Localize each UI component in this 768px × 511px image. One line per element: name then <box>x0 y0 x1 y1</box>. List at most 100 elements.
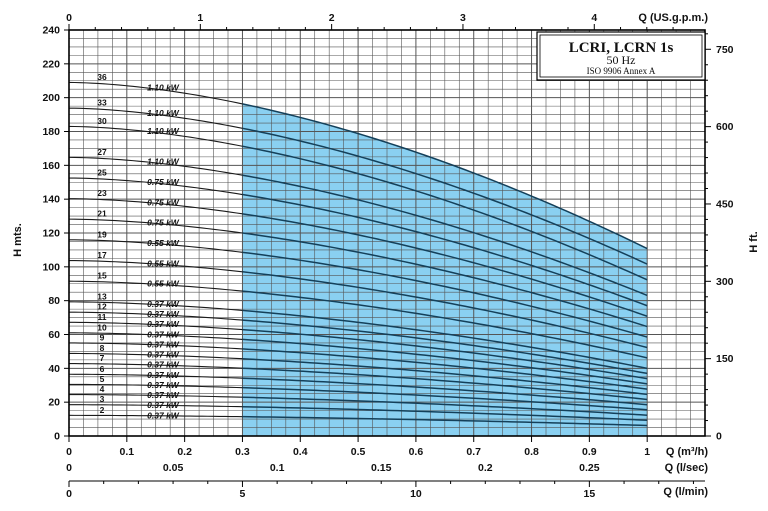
x-lmin-tick-label: 5 <box>240 488 246 500</box>
curve-15-stages <box>242 290 648 359</box>
curve-36-stages <box>242 103 648 250</box>
x-lsec-tick-label: 0.15 <box>371 462 392 474</box>
curve-stage-label: 23 <box>97 188 107 198</box>
x-tick-label: 0.4 <box>293 446 308 458</box>
curve-13-stages-lead <box>69 301 243 311</box>
x-lsec-tick-label: 0.2 <box>478 462 493 474</box>
curve-21-stages <box>242 232 648 328</box>
curve-power-label: 0.55 kW <box>147 238 180 248</box>
curve-power-label: 0.37 kW <box>147 370 180 380</box>
curve-power-label: 0.37 kW <box>147 360 180 370</box>
x-top-tick-label: 3 <box>460 12 466 24</box>
curve-9-stages <box>242 348 648 390</box>
curve-stage-label: 15 <box>97 271 107 281</box>
legend-frequency: 50 Hz <box>607 53 636 67</box>
curve-stage-label: 10 <box>97 322 107 332</box>
curve-power-label: 1.10 kW <box>147 126 180 136</box>
curve-2-stages-lead <box>69 414 243 418</box>
curve-power-label: 1.10 kW <box>147 83 180 93</box>
curve-power-label: 0.37 kW <box>147 319 180 329</box>
curve-label-group: 2 0.37 kW 3 0.37 kW 4 0.37 kW 5 0.37 kW 6 0.37 kW… <box>97 72 180 421</box>
curve-power-label: 0.37 kW <box>147 350 180 360</box>
curve-2-stages <box>242 415 648 427</box>
curve-3-stages <box>242 405 648 422</box>
curve-stage-label: 17 <box>97 250 107 260</box>
x-axis-bottom-title: Q (m³/h) <box>666 446 708 458</box>
y-tick-label: 20 <box>48 397 60 409</box>
curve-6-stages <box>242 377 648 406</box>
y-tick-label: 240 <box>42 25 60 37</box>
curve-27-stages-lead <box>69 156 243 176</box>
curve-power-label: 0.55 kW <box>147 258 180 268</box>
x-tick-label: 0.9 <box>582 446 597 458</box>
curve-30-stages-lead <box>69 125 243 147</box>
x-tick-label: 0.1 <box>120 446 135 458</box>
curve-12-stages <box>242 319 648 375</box>
curve-stage-label: 4 <box>100 384 105 394</box>
curve-power-label: 0.75 kW <box>147 217 180 227</box>
y-tick-label: 180 <box>42 126 60 138</box>
curve-8-stages-lead <box>69 352 243 360</box>
legend-box: LCRI, LCRN 1s 50 Hz ISO 9906 Annex A <box>536 31 706 81</box>
curve-27-stages <box>242 174 648 297</box>
legend-title: LCRI, LCRN 1s <box>569 40 674 56</box>
curve-power-label: 1.10 kW <box>147 108 180 118</box>
curve-stage-label: 12 <box>97 302 107 312</box>
x-tick-label: 0.6 <box>409 446 424 458</box>
curve-power-label: 0.37 kW <box>147 329 180 339</box>
curve-power-label: 0.37 kW <box>147 339 180 349</box>
curve-stage-label: 8 <box>100 343 105 353</box>
curve-8-stages <box>242 357 648 396</box>
y-tick-label: 200 <box>42 92 60 104</box>
curve-stage-label: 5 <box>100 374 105 384</box>
curve-power-label: 0.37 kW <box>147 299 180 309</box>
x-lmin-tick-label: 15 <box>584 488 596 500</box>
x-top-tick-label: 4 <box>591 12 597 24</box>
curve-13-stages <box>242 309 648 370</box>
curve-stage-label: 9 <box>100 332 105 342</box>
curve-stage-label: 36 <box>97 72 107 82</box>
y-right-tick-label: 450 <box>716 198 734 210</box>
curve-stage-label: 13 <box>97 291 107 301</box>
x-lsec-tick-label: 0.1 <box>270 462 285 474</box>
curve-stage-label: 30 <box>97 116 107 126</box>
y-tick-label: 60 <box>48 329 60 341</box>
x-axis-lmin: 0 5 10 15 <box>66 480 705 500</box>
y-right-tick-label: 750 <box>716 44 734 56</box>
curve-power-label: 1.10 kW <box>147 157 180 167</box>
curve-stage-label: 2 <box>100 405 105 415</box>
y-tick-label: 220 <box>42 58 60 70</box>
y-tick-label: 120 <box>42 228 60 240</box>
y-tick-label: 80 <box>48 295 60 307</box>
curve-33-stages <box>242 127 648 265</box>
curve-19-stages <box>242 251 648 338</box>
curve-4-stages <box>242 396 648 416</box>
curve-10-stages <box>242 338 648 385</box>
curve-power-label: 0.75 kW <box>147 177 180 187</box>
curve-stage-label: 25 <box>97 168 107 178</box>
y-right-tick-label: 150 <box>716 353 734 365</box>
x-top-tick-label: 0 <box>66 12 72 24</box>
curve-group <box>69 81 648 427</box>
x-lsec-tick-label: 0.05 <box>163 462 184 474</box>
y-axis-right-title: H ft. <box>748 231 760 252</box>
curve-33-stages-lead <box>69 107 243 129</box>
y-axis-left: 0 20 40 60 80 100 120 140 160 180 200 220 240 <box>42 25 69 443</box>
x-axis-lsec: 0 0.05 0.1 0.15 0.2 0.25 <box>66 462 600 474</box>
curve-stage-label: 7 <box>100 353 105 363</box>
curve-power-label: 0.37 kW <box>147 390 180 400</box>
curve-6-stages-lead <box>69 373 243 379</box>
x-axis-lmin-title: Q (l/min) <box>663 486 708 498</box>
curve-power-label: 0.37 kW <box>147 380 180 390</box>
y-tick-label: 100 <box>42 261 60 273</box>
curve-5-stages <box>242 386 648 411</box>
curve-25-stages-lead <box>69 177 243 196</box>
x-top-tick-label: 2 <box>329 12 335 24</box>
x-tick-label: 0.5 <box>351 446 366 458</box>
y-tick-label: 160 <box>42 160 60 172</box>
curve-4-stages-lead <box>69 394 243 398</box>
curve-stage-label: 6 <box>100 364 105 374</box>
curve-power-label: 0.55 kW <box>147 279 180 289</box>
curve-power-label: 0.37 kW <box>147 309 180 319</box>
